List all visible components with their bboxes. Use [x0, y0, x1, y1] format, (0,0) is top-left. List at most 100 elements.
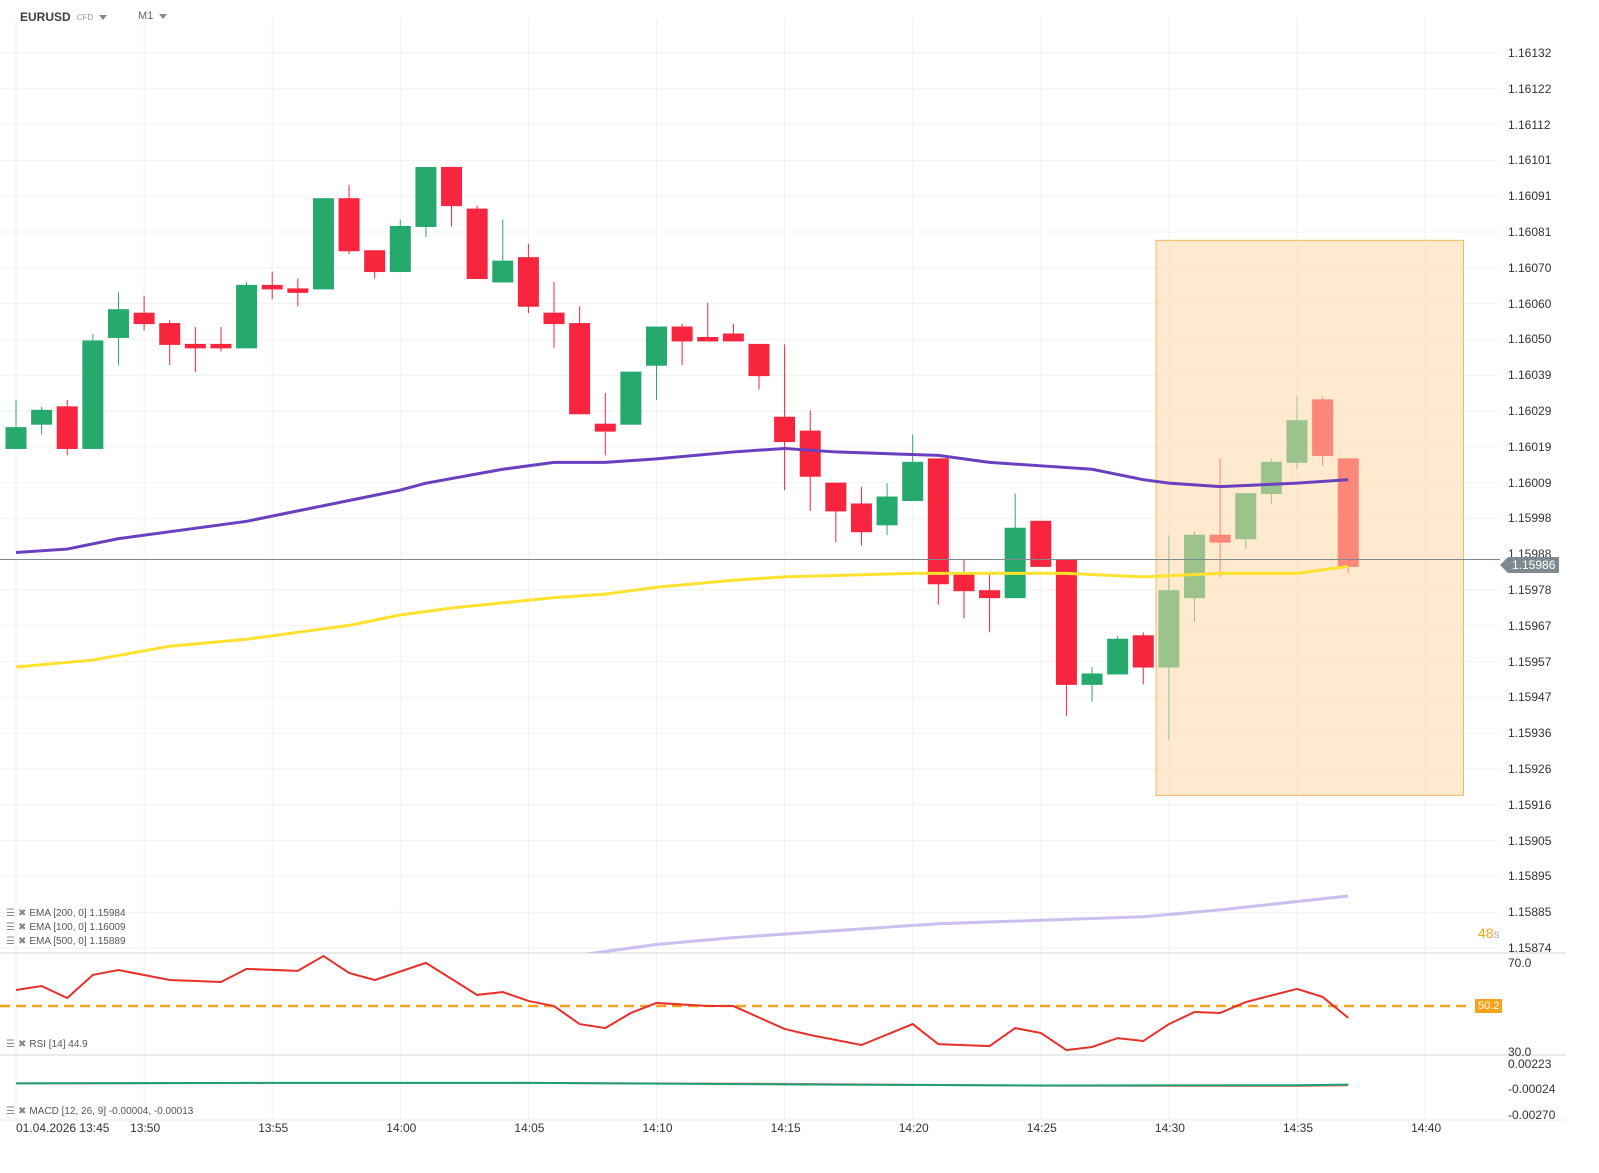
candle-bearish: [517, 257, 539, 307]
legend-text: EMA [100, 0] 1.16009: [29, 922, 126, 933]
candle-bearish: [774, 416, 796, 443]
macd-axis-label: -0.00024: [1508, 1082, 1556, 1096]
close-icon[interactable]: ✖: [17, 908, 27, 919]
rsi-line: [15, 954, 1349, 1052]
candle-bearish: [210, 343, 232, 349]
main-plot: [5, 166, 1465, 953]
candle-bearish: [441, 166, 463, 207]
price-axis-label: 1.16101: [1508, 153, 1552, 168]
legend-ema100: ☰ ✖ EMA [100, 0] 1.16009: [6, 922, 126, 933]
timeframe-selector[interactable]: M1: [138, 10, 168, 22]
price-axis-label: 1.15905: [1508, 833, 1552, 848]
close-icon[interactable]: ✖: [17, 936, 27, 947]
close-icon[interactable]: ✖: [17, 1039, 27, 1050]
candle-bullish: [876, 496, 898, 526]
symbol-selector[interactable]: EURUSD CFD: [20, 10, 108, 24]
settings-icon[interactable]: ☰: [6, 908, 15, 919]
legend-text: EMA [500, 0] 1.15889: [29, 936, 126, 947]
close-icon[interactable]: ✖: [17, 1106, 27, 1117]
settings-icon[interactable]: ☰: [6, 936, 15, 947]
price-axis-label: 1.15947: [1508, 690, 1552, 705]
current-price-label: 1.15986: [1499, 557, 1560, 573]
candle-bullish: [620, 371, 642, 425]
time-axis-label: 13:55: [258, 1121, 289, 1135]
candle-bearish: [569, 323, 591, 415]
candle-bullish: [646, 326, 667, 366]
candle-bullish: [1081, 673, 1103, 685]
candle-bearish: [364, 250, 386, 273]
candle-bullish: [389, 225, 411, 273]
candle-bearish: [543, 312, 565, 325]
candle-bearish: [979, 590, 1001, 599]
candle-bullish: [415, 166, 437, 227]
time-axis-label: 13:50: [130, 1121, 161, 1135]
price-axis-label: 1.15978: [1508, 583, 1552, 597]
time-axis-label: 01.04.2026 13:45: [16, 1121, 110, 1135]
chevron-down-icon: [159, 13, 168, 19]
candle-bearish: [748, 343, 770, 377]
candle-bearish: [466, 208, 488, 279]
candle-bearish: [697, 336, 719, 342]
price-axis-label: 1.15967: [1508, 618, 1552, 633]
candle-bearish: [799, 430, 821, 477]
candle-bullish: [1004, 527, 1026, 599]
candle-bullish: [82, 340, 104, 449]
candle-bearish: [1132, 635, 1154, 668]
price-axis-label: 1.15957: [1508, 654, 1552, 669]
candle-bearish: [1030, 520, 1052, 567]
price-axis-label: 1.15936: [1508, 726, 1552, 741]
candle-bearish: [184, 343, 206, 349]
price-axis-label: 1.16132: [1508, 46, 1552, 60]
time-axis-label: 14:15: [770, 1121, 801, 1135]
candle-bullish: [312, 198, 334, 290]
price-axis-label: 1.16081: [1508, 225, 1552, 239]
symbol-tag: CFD: [76, 12, 94, 22]
highlight-zone: [1155, 239, 1465, 796]
candle-bearish: [671, 326, 693, 342]
settings-icon[interactable]: ☰: [6, 1039, 15, 1050]
legend-ema500: ☰ ✖ EMA [500, 0] 1.15889: [6, 936, 126, 947]
timeframe-label: M1: [138, 10, 154, 22]
macd-axis-label: -0.00270: [1508, 1108, 1556, 1122]
settings-icon[interactable]: ☰: [6, 1106, 15, 1117]
candle-timer: 48s: [1478, 925, 1500, 941]
candle-bullish: [31, 409, 53, 425]
time-axis-label: 14:10: [642, 1121, 673, 1135]
macd-axis-label: 0.00223: [1508, 1057, 1552, 1071]
candle-bearish: [953, 572, 975, 592]
candle-bullish: [492, 260, 514, 283]
legend-ema200: ☰ ✖ EMA [200, 0] 1.15984: [6, 908, 126, 919]
ema100-line: [15, 446, 1349, 555]
candle-bearish: [159, 323, 181, 345]
price-axis-label: 1.16091: [1508, 189, 1552, 204]
price-axis-label: 1.16050: [1508, 332, 1552, 347]
candle-bearish: [133, 312, 155, 325]
chevron-down-icon: [99, 14, 108, 20]
timer-value: 48: [1478, 925, 1494, 941]
legend-text: EMA [200, 0] 1.15984: [29, 908, 126, 919]
price-axis-label: 1.15926: [1508, 762, 1552, 776]
candle-bearish: [338, 198, 360, 252]
time-axis-label: 14:00: [386, 1121, 417, 1135]
candle-bearish: [56, 406, 78, 449]
candle-bullish: [107, 309, 129, 338]
price-axis-label: 1.16112: [1508, 117, 1551, 132]
candle-bearish: [722, 333, 744, 342]
ema500-line: [582, 894, 1349, 953]
time-axis-label: 14:05: [514, 1121, 545, 1135]
close-icon[interactable]: ✖: [17, 922, 27, 933]
candle-bearish: [825, 482, 847, 512]
legend-macd: ☰ ✖ MACD [12, 26, 9] -0.00004, -0.00013: [6, 1106, 193, 1117]
symbol-name: EURUSD: [20, 10, 71, 24]
settings-icon[interactable]: ☰: [6, 922, 15, 933]
price-axis-label: 1.16029: [1508, 404, 1552, 418]
legend-rsi: ☰ ✖ RSI [14] 44.9: [6, 1039, 88, 1050]
candle-bullish: [5, 427, 27, 449]
price-axis-label: 1.16009: [1508, 475, 1552, 490]
price-axis-label: 1.15916: [1508, 797, 1552, 812]
candle-bullish: [902, 461, 924, 502]
candle-bearish: [850, 503, 872, 533]
time-axis-label: 14:20: [898, 1121, 929, 1135]
time-axis-label: 14:25: [1026, 1121, 1057, 1135]
